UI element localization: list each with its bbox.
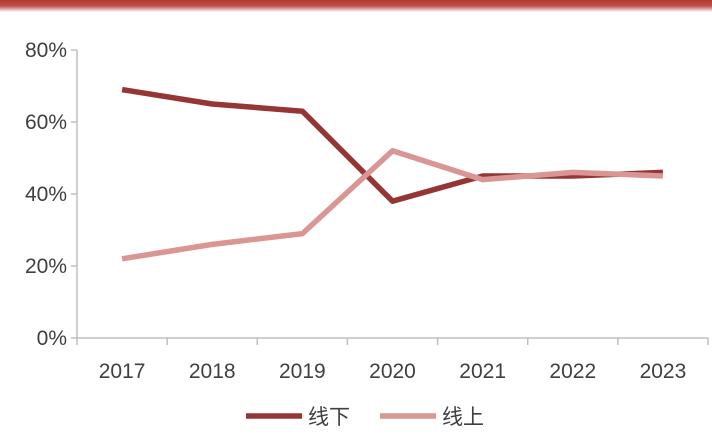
series-line-1 <box>121 86 664 204</box>
y-tick-label: 0% <box>37 327 67 350</box>
top-banner <box>0 0 712 12</box>
x-tick-label: 2023 <box>640 360 687 383</box>
x-tick-label: 2022 <box>549 360 596 383</box>
legend-label: 线上 <box>442 405 484 429</box>
y-tick-label: 60% <box>25 111 67 134</box>
series-layer <box>121 86 664 262</box>
x-tick-label: 2017 <box>99 360 146 383</box>
y-axis: 0% 20% 40% 60% 80% <box>25 39 78 350</box>
y-tick-label: 40% <box>25 183 67 206</box>
y-tick-label: 80% <box>25 39 67 62</box>
x-tick-label: 2019 <box>279 360 326 383</box>
legend-label: 线下 <box>308 405 350 429</box>
x-axis: 2017 2018 2019 2020 2021 2022 2023 <box>76 337 709 383</box>
x-tick-label: 2021 <box>459 360 506 383</box>
y-tick-label: 20% <box>25 255 67 278</box>
legend: 线下 线上 <box>246 405 484 429</box>
x-tick-label: 2020 <box>369 360 416 383</box>
series-line-2 <box>121 148 664 262</box>
x-tick-label: 2018 <box>189 360 236 383</box>
